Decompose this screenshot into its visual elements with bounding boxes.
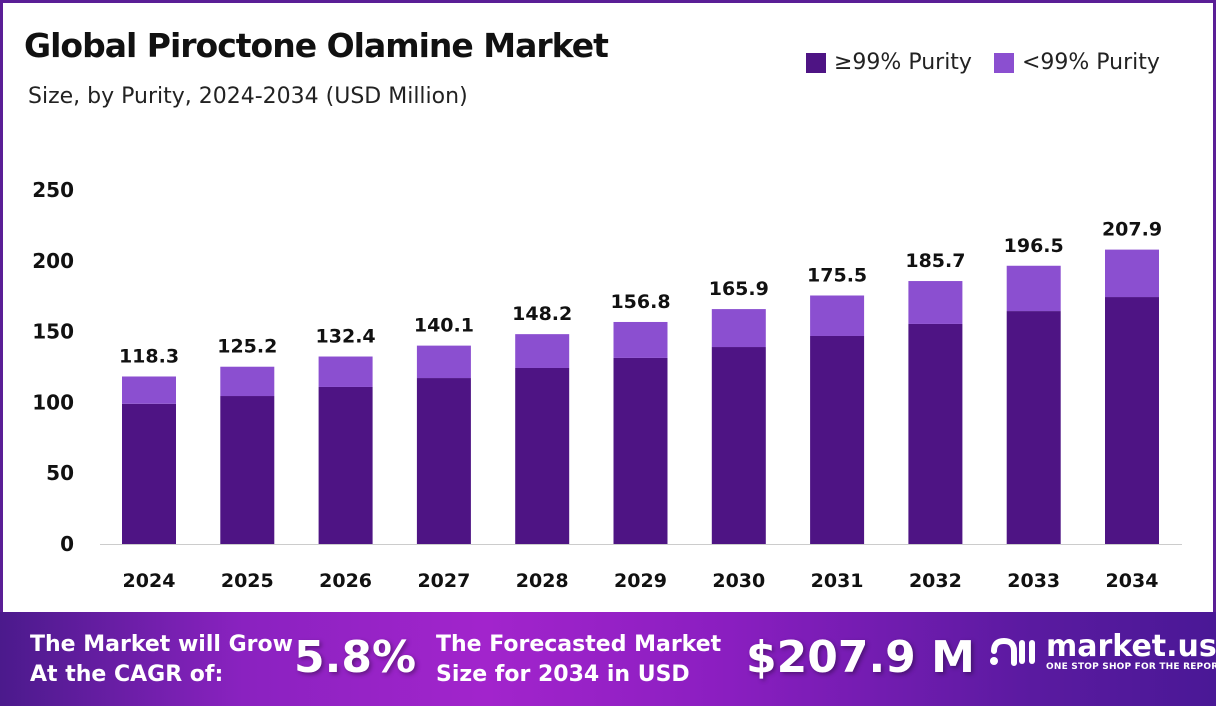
legend-swatch (806, 52, 826, 73)
chart-subtitle: Size, by Purity, 2024-2034 (USD Million) (28, 84, 468, 109)
forecast-label: The Forecasted Market Size for 2034 in US… (436, 630, 721, 690)
x-tick-label: 2026 (319, 570, 372, 592)
data-label: 185.7 (905, 250, 965, 272)
cagr-label: The Market will Grow At the CAGR of: (30, 630, 293, 690)
bar-segment-high-purity (711, 347, 766, 544)
bar-segment-low-purity (122, 376, 176, 404)
bar-segment-low-purity (711, 309, 766, 348)
y-tick-label: 150 (32, 320, 74, 344)
bar-segment-low-purity (810, 295, 865, 336)
bar-segment-high-purity (122, 403, 176, 544)
footer-banner: The Market will Grow At the CAGR of: 5.8%… (0, 612, 1216, 706)
chart-title: Global Piroctone Olamine Market (24, 26, 609, 65)
bar-segment-low-purity (613, 321, 668, 358)
bar-segment-low-purity (1105, 249, 1159, 298)
bar-segment-high-purity (1006, 311, 1061, 544)
x-tick-label: 2028 (516, 570, 569, 592)
bar-segment-high-purity (810, 335, 865, 544)
bar-segment-low-purity (908, 281, 963, 324)
data-label: 125.2 (217, 336, 277, 358)
data-label: 132.4 (316, 326, 376, 348)
forecast-value: $207.9 M (746, 632, 975, 683)
legend-label: <99% Purity (1021, 50, 1160, 75)
data-label: 175.5 (807, 264, 867, 286)
market-us-logo-icon (990, 637, 1035, 666)
bar-segment-high-purity (318, 386, 373, 544)
x-tick-label: 2024 (123, 570, 176, 592)
bar-segment-low-purity (515, 334, 570, 368)
bar-segment-low-purity (318, 356, 373, 387)
logo-tagline: ONE STOP SHOP FOR THE REPORTS (1046, 662, 1216, 672)
bar-segment-high-purity (515, 367, 570, 544)
y-tick-label: 0 (60, 532, 74, 556)
y-tick-label: 250 (32, 178, 74, 202)
x-tick-label: 2034 (1106, 570, 1159, 592)
bar-segment-high-purity (416, 378, 471, 544)
bar-segment-high-purity (908, 323, 963, 544)
bar-segment-high-purity (220, 396, 275, 544)
cagr-value: 5.8% (294, 632, 417, 683)
data-label: 156.8 (610, 291, 670, 313)
forecast-label-line: Size for 2034 in USD (436, 662, 690, 687)
x-tick-label: 2027 (417, 570, 470, 592)
logo-text: market.us (1046, 629, 1216, 664)
legend-label: ≥99% Purity (834, 50, 972, 75)
x-tick-label: 2029 (614, 570, 667, 592)
data-label: 207.9 (1102, 219, 1162, 241)
bar-segment-low-purity (1006, 265, 1061, 312)
cagr-label-line: The Market will Grow (30, 632, 293, 657)
y-tick-label: 50 (46, 461, 74, 485)
bar-chart: 0 50 100 150 200 250 118.3 2024 125.2 2025 132.4 20… (32, 178, 1182, 592)
x-tick-label: 2025 (221, 570, 274, 592)
bar-segment-low-purity (416, 345, 471, 379)
bar-segment-high-purity (1105, 297, 1159, 544)
logo: market.us ONE STOP SHOP FOR THE REPORTS (988, 632, 1216, 673)
y-tick-label: 200 (32, 249, 74, 273)
x-tick-label: 2031 (811, 570, 864, 592)
data-label: 196.5 (1004, 235, 1064, 257)
legend-swatch (993, 52, 1014, 73)
x-tick-label: 2032 (909, 570, 962, 592)
cagr-label-line: At the CAGR of: (30, 662, 224, 687)
bar-segment-low-purity (220, 366, 275, 397)
forecast-label-line: The Forecasted Market (436, 632, 722, 657)
data-label: 165.9 (709, 278, 769, 300)
legend: ≥99% Purity <99% Purity (806, 50, 1160, 75)
data-label: 118.3 (119, 345, 179, 367)
legend-item-low-purity: <99% Purity (993, 50, 1160, 75)
x-tick-label: 2033 (1007, 570, 1060, 592)
bar-segment-high-purity (613, 357, 668, 544)
legend-item-high-purity: ≥99% Purity (806, 50, 972, 75)
y-tick-label: 100 (32, 390, 74, 414)
data-label: 140.1 (414, 315, 474, 337)
x-tick-label: 2030 (712, 570, 765, 592)
data-label: 148.2 (512, 303, 572, 325)
